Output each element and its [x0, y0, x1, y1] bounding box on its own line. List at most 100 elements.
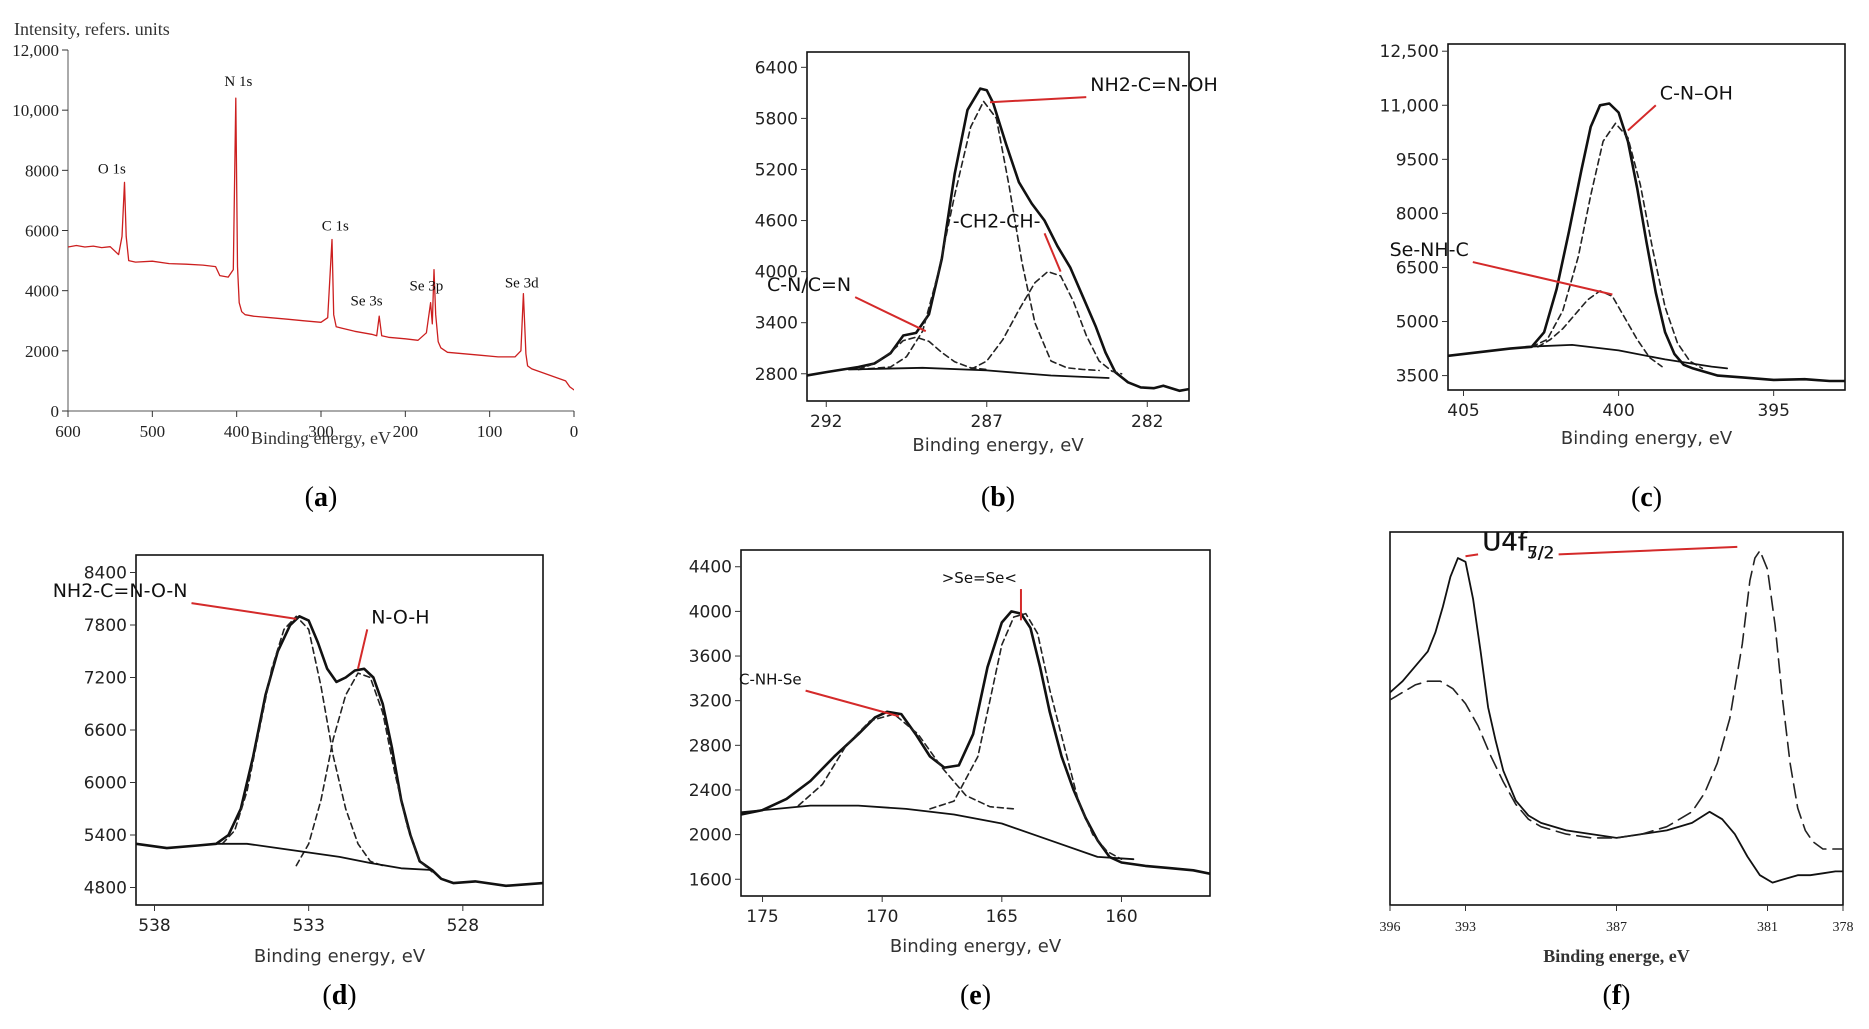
annotation-label: O 1s	[98, 161, 126, 177]
y-tick-label: 6500	[1396, 258, 1439, 278]
chart-panel-c: 405 400 395 3500 5000 6500 8000 9500 11,000 12,50…	[1380, 42, 1846, 513]
plot-frame	[1447, 43, 1846, 391]
x-tick-label: 0	[570, 422, 579, 441]
annotation-label: Se-NH-C	[1390, 239, 1469, 261]
annotation-subscript: 7/2	[1527, 543, 1554, 563]
annotation-leader	[191, 602, 297, 620]
annotation-leader	[1043, 232, 1062, 273]
x-tick-label: 200	[393, 422, 419, 441]
annotation-label: -CH2-CH-	[953, 210, 1041, 232]
annotation-leader	[1627, 104, 1657, 132]
y-tick-label: 2000	[689, 826, 732, 846]
series-baseline	[215, 842, 433, 871]
annotation-label: U4f7/2	[1483, 527, 1555, 563]
panel-letter: f	[1612, 980, 1622, 1011]
series-c-nh-se-fit	[797, 713, 1015, 810]
series-baseline	[1524, 343, 1728, 370]
x-tick-label: 160	[1105, 907, 1137, 927]
x-tick-label: 500	[140, 422, 166, 441]
annotation-label: C-N–OH	[1660, 82, 1733, 104]
y-axis-label: Intensity, refers. units	[14, 19, 170, 39]
series-nh2-c-n-oh-fit	[857, 100, 1100, 372]
x-axis-label: Binding energe, eV	[1543, 946, 1690, 966]
x-tick-label: 282	[1131, 412, 1163, 432]
y-tick-label: 3400	[755, 314, 798, 334]
panel-paren-open: (	[1631, 482, 1640, 513]
panel-label: (e)	[960, 980, 991, 1011]
y-tick-label: 4000	[25, 282, 59, 301]
y-tick-label: 11,000	[1380, 96, 1439, 116]
x-tick-label: 381	[1757, 920, 1778, 935]
series-u4f7-2	[1390, 549, 1843, 850]
panel-paren-open: (	[305, 482, 314, 513]
x-tick-label: 170	[866, 907, 898, 927]
y-tick-label: 5400	[84, 826, 127, 846]
x-tick-label: 387	[1606, 920, 1627, 935]
chart-panel-a: 600 500 400 300 200 100 0 0 2000 4000 6000 8000 10,0…	[12, 19, 578, 513]
y-tick-label: 5800	[755, 109, 798, 129]
x-tick-label: 600	[55, 422, 81, 441]
x-axis-label: Binding energy, eV	[1561, 428, 1733, 449]
panel-paren-close: )	[1621, 980, 1630, 1011]
y-tick-label: 4600	[755, 212, 798, 232]
annotation-main: U4f	[1483, 527, 1529, 557]
annotation-leader	[1472, 261, 1613, 296]
x-tick-label: 300	[308, 422, 334, 441]
y-tick-label: 6000	[25, 222, 59, 241]
annotation-label: N 1s	[224, 74, 252, 90]
y-tick-label: 8000	[25, 161, 59, 180]
series-measured	[741, 610, 1210, 876]
annotation-label: >Se=Se<	[942, 569, 1017, 587]
y-tick-label: 3500	[1396, 367, 1439, 387]
y-tick-label: 6400	[755, 58, 798, 78]
y-tick-label: 5200	[755, 160, 798, 180]
chart-panel-f: 396 393 387 381 378 Binding energe, eV U4f5/2U…	[1380, 527, 1854, 1011]
panel-paren-open: (	[322, 980, 331, 1011]
panel-label: (f)	[1603, 980, 1631, 1011]
x-tick-label: 165	[986, 907, 1018, 927]
y-tick-label: 12,000	[12, 41, 59, 60]
panel-paren-open: (	[981, 482, 990, 513]
annotation-leader	[854, 296, 927, 333]
panel-paren-open: (	[1603, 980, 1612, 1011]
x-axis-label: Binding energy, eV	[912, 435, 1084, 456]
panel-paren-open: (	[960, 980, 969, 1011]
annotation-label: U4f5/2	[1482, 527, 1554, 563]
y-tick-label: 2800	[755, 365, 798, 385]
x-tick-label: 100	[477, 422, 503, 441]
annotation-label: NH2-C=N-O-N	[53, 580, 188, 602]
annotation-label: C-NH-Se	[739, 671, 802, 689]
series-baseline	[847, 366, 1110, 379]
series-measured	[807, 87, 1189, 393]
y-tick-label: 8000	[1396, 204, 1439, 224]
series--ch2-ch-fit	[969, 270, 1123, 375]
x-tick-label: 528	[447, 916, 479, 936]
series-u4f5-2	[1390, 557, 1843, 884]
chart-panel-e: 175 170 165 160 1600 2000 2400 2800 3200 3600 4000…	[689, 549, 1211, 1011]
series-n-o-h-fit	[295, 672, 433, 873]
series-c-n-c-n-fit	[857, 336, 988, 371]
y-tick-label: 7200	[84, 669, 127, 689]
series-survey	[68, 97, 574, 391]
x-tick-label: 175	[746, 907, 778, 927]
y-tick-label: 9500	[1396, 150, 1439, 170]
y-tick-label: 3200	[689, 692, 732, 712]
annotation-label: Se 3p	[410, 279, 444, 295]
y-tick-label: 6600	[84, 721, 127, 741]
x-tick-label: 393	[1455, 920, 1476, 935]
series-baseline	[741, 804, 1135, 861]
x-tick-label: 396	[1380, 920, 1401, 935]
y-tick-label: 4400	[689, 558, 732, 578]
y-tick-label: 1600	[689, 870, 732, 890]
panel-letter: a	[314, 482, 328, 513]
panel-label: (d)	[322, 980, 356, 1011]
x-axis-label: Binding energy, eV	[890, 936, 1062, 957]
panel-paren-close: )	[1653, 482, 1662, 513]
x-axis-label: Binding energy, eV	[251, 428, 391, 448]
x-tick-label: 405	[1447, 401, 1479, 421]
series-measured	[1448, 102, 1845, 383]
panel-label: (a)	[305, 482, 338, 513]
annotation-subscript: 5/2	[1527, 543, 1554, 563]
series-nh2-c-n-o-n-fit	[221, 615, 384, 867]
x-tick-label: 533	[292, 916, 324, 936]
